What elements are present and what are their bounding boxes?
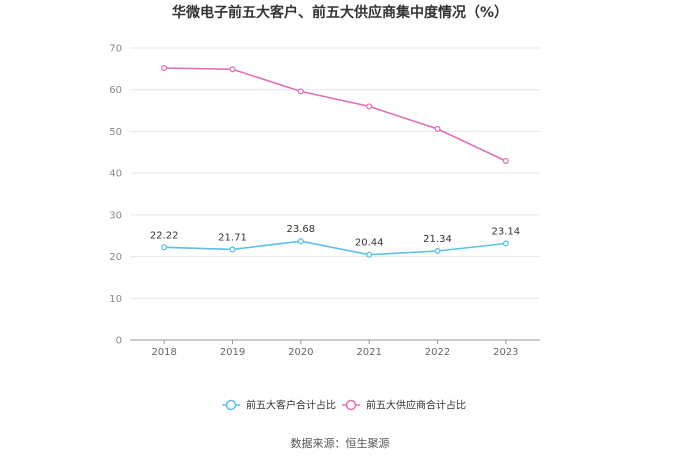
data-point <box>502 240 509 247</box>
y-tick-label: 0 <box>116 336 122 347</box>
x-tick-label: 2018 <box>151 347 176 358</box>
series-line <box>164 67 507 162</box>
data-label: 22.22 <box>150 230 179 241</box>
data-point <box>366 251 373 258</box>
data-label: 20.44 <box>355 238 384 249</box>
data-point <box>434 125 441 132</box>
data-point <box>502 157 509 165</box>
y-tick-label: 50 <box>109 127 122 138</box>
data-label: 23.14 <box>492 226 521 237</box>
x-tick-label: 2021 <box>356 347 381 358</box>
legend-label: 前五大客户合计占比 <box>246 399 336 412</box>
series-line <box>164 240 506 256</box>
data-point <box>161 244 168 251</box>
x-tick-label: 2019 <box>220 347 245 358</box>
x-tick-label: 2022 <box>425 347 450 358</box>
source-note: 数据来源：恒生聚源 <box>290 437 390 450</box>
data-label: 21.34 <box>423 234 452 245</box>
data-label: 21.71 <box>218 232 247 243</box>
data-point <box>229 246 236 253</box>
y-tick-label: 40 <box>109 169 122 180</box>
y-tick-label: 20 <box>109 252 122 263</box>
legend-swatch-marker <box>225 399 237 411</box>
data-point <box>434 247 441 255</box>
x-tick-label: 2023 <box>493 347 518 358</box>
y-tick-label: 10 <box>109 294 122 305</box>
data-point <box>297 88 304 95</box>
data-point <box>297 238 304 245</box>
data-point <box>366 103 373 110</box>
y-tick-label: 70 <box>109 44 122 55</box>
legend-swatch-marker <box>345 399 357 411</box>
data-point <box>229 66 236 73</box>
data-label: 23.68 <box>287 224 316 235</box>
y-tick-label: 60 <box>109 85 122 96</box>
data-point <box>161 64 168 72</box>
legend-label: 前五大供应商合计占比 <box>366 399 466 412</box>
x-tick-label: 2020 <box>288 347 313 358</box>
chart-title: 华微电子前五大客户、前五大供应商集中度情况（%） <box>171 5 509 21</box>
y-tick-label: 30 <box>109 210 122 221</box>
